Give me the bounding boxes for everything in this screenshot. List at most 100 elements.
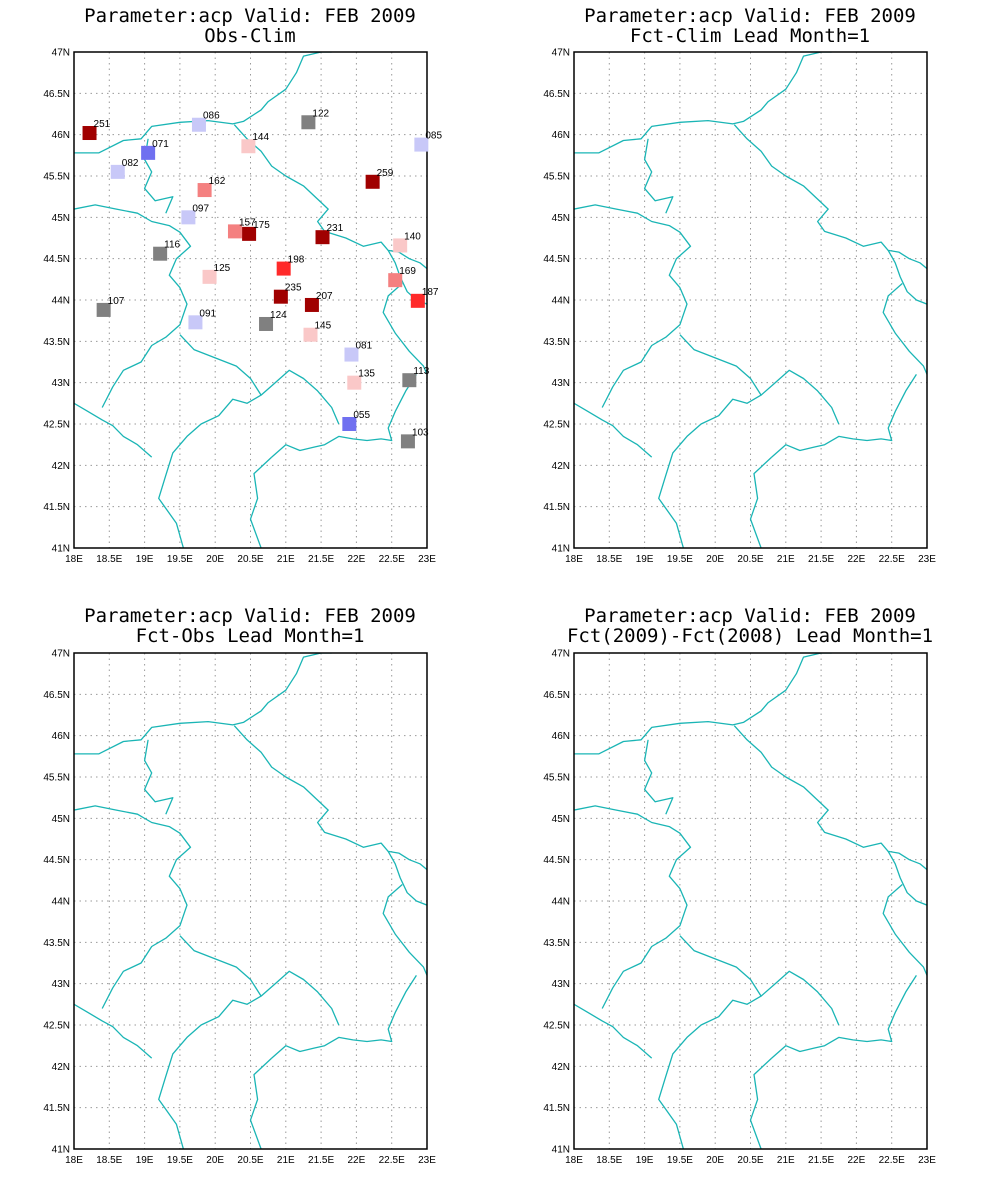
station-marker-145[interactable] [303,327,318,342]
station-marker-259[interactable] [365,174,380,189]
station-label: 107 [108,296,125,307]
station-marker-187[interactable] [410,293,425,308]
lon-tick-label: 20E [206,1155,224,1166]
border-line [574,805,692,1009]
border-line [158,334,262,548]
station-label: 144 [252,132,269,143]
station-label: 157 [239,217,256,228]
station-marker-071[interactable] [141,145,156,160]
lon-tick-label: 22.5E [379,1155,405,1166]
lat-tick-label: 44.5N [543,855,570,866]
lat-tick-label: 46N [552,130,570,141]
lon-tick-label: 19.5E [167,1155,193,1166]
station-marker-113[interactable] [402,373,417,388]
station-marker-251[interactable] [82,126,97,141]
lon-tick-label: 21.5E [308,554,334,565]
station-label: 103 [412,427,429,438]
lat-tick-label: 44N [52,897,70,908]
border-line [74,1003,153,1059]
lon-tick-label: 19E [136,554,154,565]
station-marker-055[interactable] [342,417,357,431]
border-line [882,283,927,375]
lat-tick-label: 45N [52,814,70,825]
station-marker-235[interactable] [273,289,288,304]
station-label: 081 [355,341,372,352]
station-marker-081[interactable] [344,347,359,362]
lat-tick-label: 42.5N [543,1021,570,1032]
lon-tick-label: 23E [418,554,436,565]
lon-tick-label: 23E [418,1155,436,1166]
country-borders [574,653,927,1149]
station-marker-124[interactable] [259,316,274,331]
station-marker-162[interactable] [197,183,212,198]
station-marker-122[interactable] [301,115,316,130]
station-marker-125[interactable] [202,269,217,284]
lat-tick-label: 41N [552,544,570,555]
lat-tick-label: 42N [52,1062,70,1073]
station-marker-091[interactable] [188,315,203,330]
station-label: 187 [422,287,439,298]
lat-tick-label: 42N [552,461,570,472]
panel-fct-clim: Parameter:acp Valid: FEB 2009 Fct-Clim L… [543,5,936,565]
border-line [271,975,417,1059]
lon-tick-label: 23E [918,1155,936,1166]
border-line [749,1057,773,1149]
panel-4-title-line1: Parameter:acp Valid: FEB 2009 [584,605,916,627]
station-marker-085[interactable] [414,137,429,152]
lat-tick-label: 44N [52,296,70,307]
lat-tick-label: 43.5N [43,938,70,949]
station-label: 097 [192,203,209,214]
lat-tick-label: 45.5N [43,773,70,784]
station-label: 116 [164,240,180,251]
lat-tick-label: 43N [552,979,570,990]
lat-tick-label: 45.5N [43,172,70,183]
border-line [771,374,917,458]
panel-fct-obs: Parameter:acp Valid: FEB 2009 Fct-Obs Le… [43,605,436,1166]
border-line [643,138,674,214]
station-label: 135 [358,369,375,380]
station-marker-082[interactable] [110,164,125,179]
border-line [760,970,840,1026]
station-label: 124 [270,310,287,321]
map-frame [573,51,928,549]
lon-tick-label: 18E [565,1155,583,1166]
lon-tick-label: 19E [636,1155,654,1166]
station-marker-207[interactable] [304,297,319,312]
lon-tick-label: 18.5E [596,554,622,565]
lon-tick-label: 20E [206,554,224,565]
lat-tick-label: 46N [52,731,70,742]
station-marker-144[interactable] [241,139,256,154]
lat-tick-label: 41.5N [43,1103,70,1114]
station-marker-103[interactable] [400,434,415,449]
border-line [233,124,427,270]
station-marker-140[interactable] [393,238,408,253]
country-borders [574,52,927,548]
lat-tick-label: 41.5N [43,502,70,513]
station-marker-116[interactable] [153,246,168,261]
station-label: 091 [199,308,216,319]
lat-tick-label: 47N [552,48,570,59]
lat-tick-label: 45N [552,814,570,825]
border-line [387,851,427,906]
border-line [74,204,192,408]
station-marker-198[interactable] [276,261,291,276]
station-marker-086[interactable] [191,117,206,132]
panel-1-title-line1: Parameter:acp Valid: FEB 2009 [84,5,416,27]
border-line [760,369,840,425]
station-marker-231[interactable] [315,230,330,245]
panel-1-map: 18E 18.5E 19E 19.5E 20E 20.5E 21E 21.5E 22E 22.5E… [43,48,436,566]
lat-tick-label: 41N [552,1145,570,1156]
station-marker-169[interactable] [388,273,403,288]
station-marker-097[interactable] [181,210,196,225]
lon-tick-label: 18E [65,1155,83,1166]
station-marker-175[interactable] [242,226,257,241]
border-line [74,805,192,1009]
station-marker-107[interactable] [96,302,111,317]
station-marker-135[interactable] [347,375,362,390]
lat-tick-label: 41.5N [543,1103,570,1114]
station-label: 251 [94,119,111,130]
border-line [658,334,762,548]
station-marker-157[interactable] [227,224,242,239]
lat-tick-label: 46.5N [43,690,70,701]
border-line [887,250,927,305]
